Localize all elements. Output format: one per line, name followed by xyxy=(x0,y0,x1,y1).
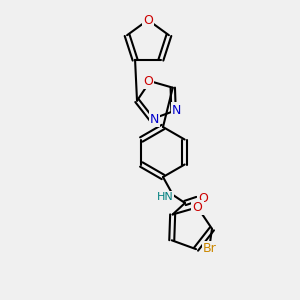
Text: O: O xyxy=(143,14,153,26)
Text: Br: Br xyxy=(203,242,217,255)
Text: O: O xyxy=(198,193,208,206)
Text: O: O xyxy=(143,75,153,88)
Text: O: O xyxy=(193,201,202,214)
Text: N: N xyxy=(150,113,159,126)
Text: HN: HN xyxy=(157,192,173,202)
Text: N: N xyxy=(172,104,181,117)
